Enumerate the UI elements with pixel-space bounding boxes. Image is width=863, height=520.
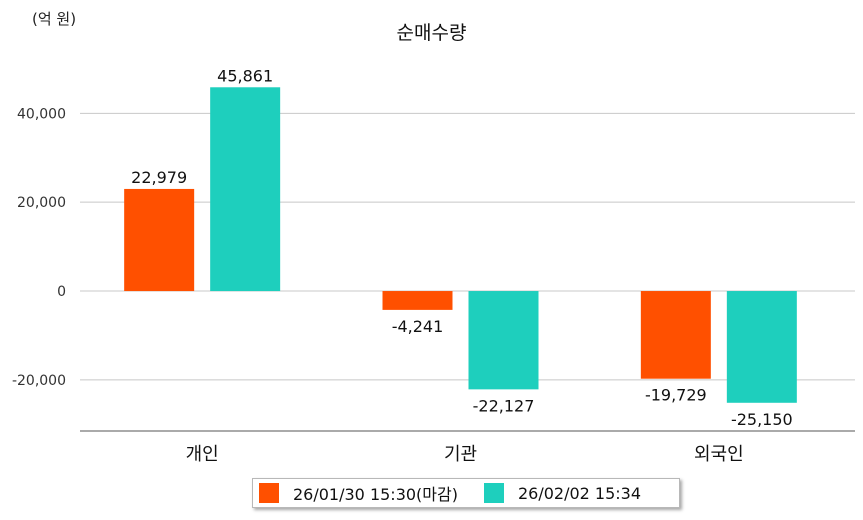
bar[interactable]	[726, 291, 797, 403]
data-label: 45,861	[217, 66, 273, 85]
legend-label-series-2: 26/02/02 15:34	[517, 483, 642, 503]
legend-item-series-2[interactable]: 26/02/02 15:34	[483, 483, 642, 503]
bar[interactable]	[210, 87, 281, 292]
x-category-label: 기관	[444, 444, 477, 465]
unit-label: (억 원)	[32, 10, 77, 28]
x-category-label: 개인	[186, 444, 219, 465]
bar[interactable]	[640, 291, 711, 379]
x-category-label: 외국인	[694, 444, 744, 465]
data-label: -4,241	[392, 317, 444, 336]
legend-swatch-series-2	[483, 483, 504, 503]
legend: 26/01/30 15:30(마감) 26/02/02 15:34	[252, 478, 680, 508]
bar[interactable]	[382, 291, 453, 310]
legend-item-series-1[interactable]: 26/01/30 15:30(마감)	[259, 481, 458, 505]
y-tick-label: 0	[57, 284, 66, 300]
data-label: -22,127	[473, 396, 535, 415]
y-tick-label: 20,000	[17, 195, 66, 211]
chart-title: 순매수량	[396, 22, 467, 44]
data-label: 22,979	[131, 168, 187, 187]
bar[interactable]	[124, 188, 195, 292]
data-label: -25,150	[731, 410, 793, 429]
y-tick-label: -20,000	[12, 373, 66, 389]
bar[interactable]	[468, 291, 539, 390]
y-tick-label: 40,000	[17, 106, 66, 122]
legend-label-series-1: 26/01/30 15:30(마감)	[293, 485, 458, 504]
data-label: -19,729	[645, 386, 707, 405]
legend-swatch-series-1	[259, 483, 279, 503]
